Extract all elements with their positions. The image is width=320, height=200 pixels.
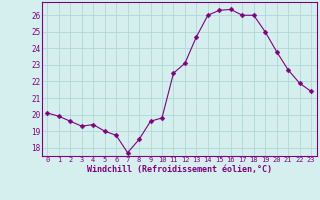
X-axis label: Windchill (Refroidissement éolien,°C): Windchill (Refroidissement éolien,°C) [87, 165, 272, 174]
